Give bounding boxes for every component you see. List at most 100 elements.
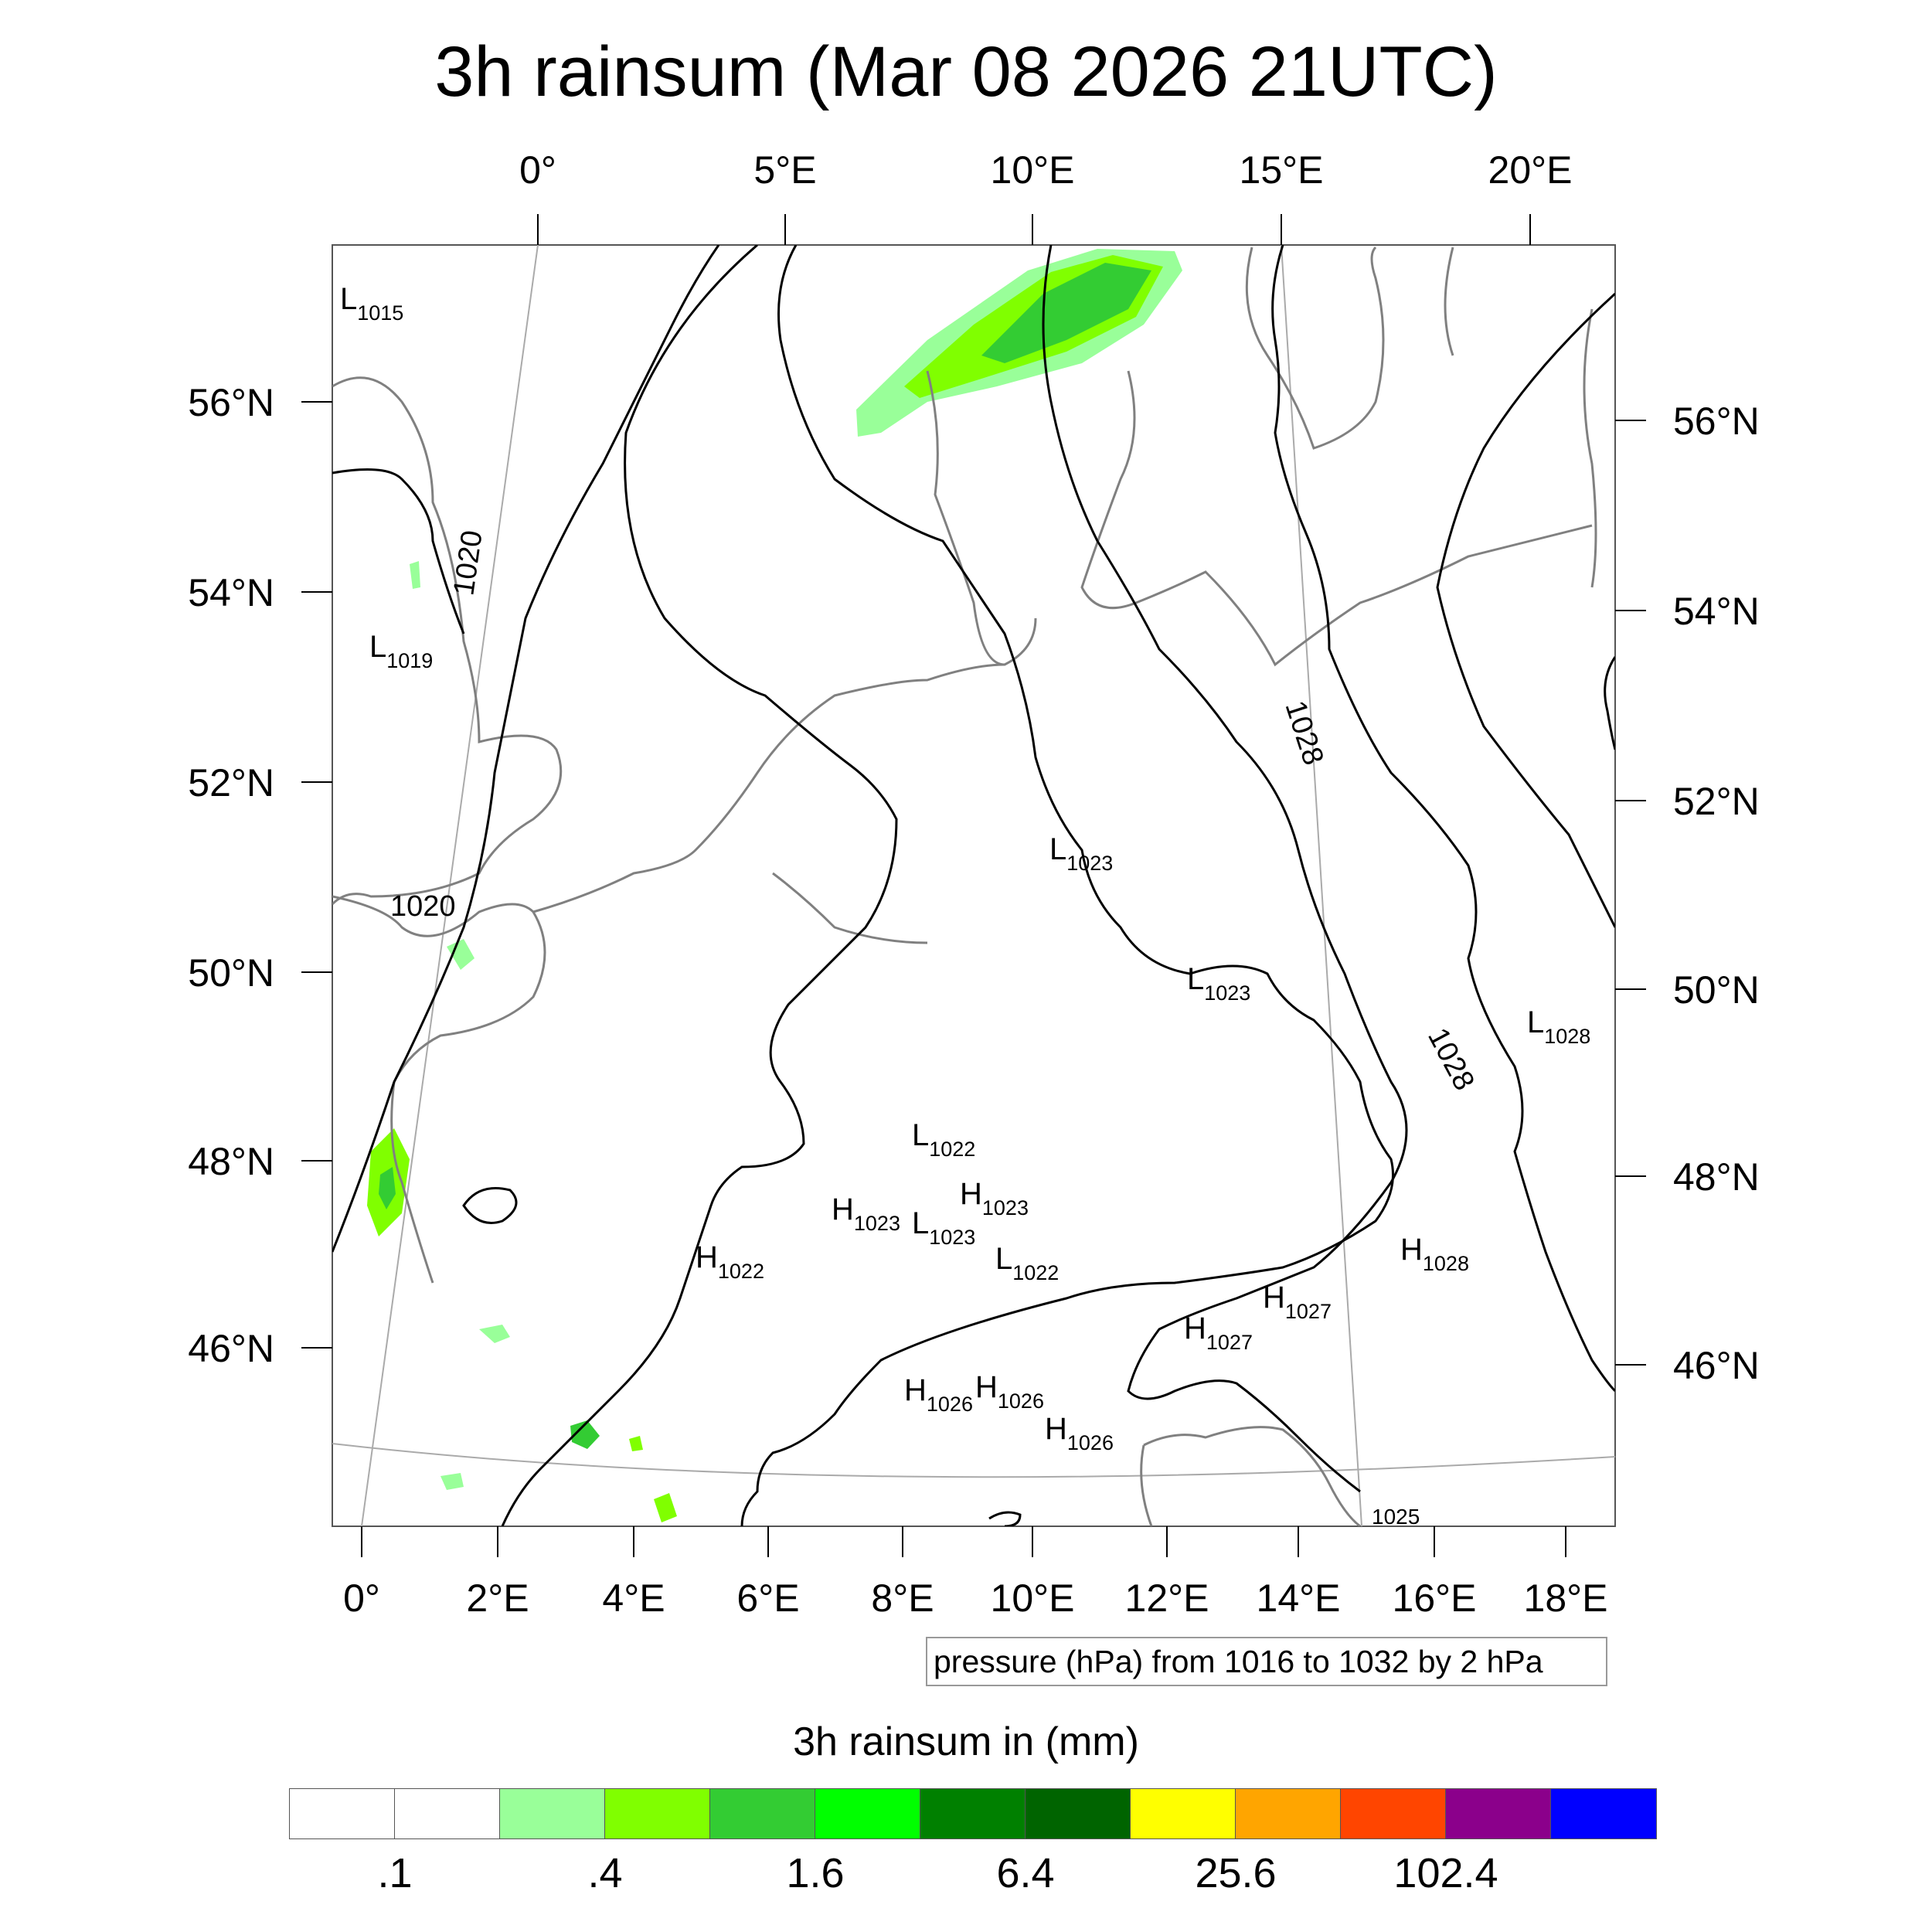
rain-area-channel <box>447 939 474 970</box>
colorbar-label: 25.6 <box>1195 1850 1277 1896</box>
top-lon-label: 10°E <box>991 148 1075 192</box>
rain-area-northsea-core <box>981 263 1151 363</box>
pressure-center-value: 1023 <box>929 1226 975 1249</box>
pressure-center-label: H1023 <box>960 1177 1029 1219</box>
pressure-center-type: L <box>912 1118 929 1152</box>
pressure-center-value: 1022 <box>1012 1261 1059 1284</box>
colorbar-cell <box>605 1789 710 1838</box>
pressure-center-type: L <box>340 282 357 316</box>
pressure-center-label: H1023 <box>832 1192 900 1235</box>
pressure-center-value: 1023 <box>982 1196 1029 1219</box>
bottom-lon-label: 12°E <box>1125 1577 1209 1620</box>
pressure-center-type: H <box>1400 1233 1423 1267</box>
bottom-lon-label: 14°E <box>1257 1577 1341 1620</box>
map-frame <box>332 244 1616 1527</box>
pressure-center-value: 1026 <box>1067 1431 1114 1454</box>
colorbar-label: 102.4 <box>1393 1850 1498 1896</box>
colorbar-cell <box>1131 1789 1236 1838</box>
pressure-center-value: 1028 <box>1544 1025 1590 1048</box>
top-lon-label: 5°E <box>753 148 816 192</box>
pressure-center-value: 1019 <box>386 649 433 672</box>
left-lat-label: 52°N <box>188 761 274 804</box>
pressure-center-label: L1019 <box>369 630 433 672</box>
pressure-center-value: 1027 <box>1206 1331 1253 1354</box>
rain-area-scot <box>410 561 420 589</box>
pressure-center-value: 1023 <box>1204 981 1250 1005</box>
isobar-label: 1020 <box>390 890 456 923</box>
precipitation-field <box>367 249 1182 1522</box>
right-lat-label: 54°N <box>1673 590 1760 633</box>
right-lat-label: 46°N <box>1673 1344 1760 1387</box>
pressure-center-label: H1027 <box>1263 1281 1332 1323</box>
pressure-center-type: H <box>832 1192 854 1226</box>
pressure-center-label: H1028 <box>1400 1233 1469 1275</box>
pressure-center-type: H <box>1184 1311 1206 1345</box>
top-lon-label: 0° <box>519 148 556 192</box>
rain-area-medit-2 <box>654 1493 677 1522</box>
colorbar-cell <box>1551 1789 1656 1838</box>
colorbar-cell <box>815 1789 920 1838</box>
pressure-center-type: L <box>369 630 386 664</box>
right-lat-label: 48°N <box>1673 1155 1760 1199</box>
bottom-lon-label: 4°E <box>602 1577 665 1620</box>
pressure-center-label: L1023 <box>1187 962 1250 1005</box>
rain-area-medit-1 <box>570 1420 600 1449</box>
left-lat-label: 50°N <box>188 951 274 995</box>
rain-area-medit-4 <box>440 1473 464 1490</box>
map-title: 3h rainsum (Mar 08 2026 21UTC) <box>434 32 1498 111</box>
pressure-center-type: L <box>1527 1005 1544 1039</box>
top-lon-label: 20°E <box>1488 148 1573 192</box>
colorbar-cell <box>1446 1789 1551 1838</box>
pressure-center-type: L <box>995 1242 1012 1276</box>
pressure-center-value: 1023 <box>854 1212 900 1235</box>
pressure-center-label: H1022 <box>696 1240 764 1283</box>
colorbar-label: .1 <box>377 1850 413 1896</box>
bottom-lon-label: 8°E <box>871 1577 934 1620</box>
colorbar-cell <box>395 1789 500 1838</box>
pressure-center-label: H1026 <box>975 1370 1044 1413</box>
pressure-center-value: 1022 <box>929 1138 975 1161</box>
left-lat-label: 48°N <box>188 1140 274 1183</box>
isobar-label: 1025 <box>1372 1505 1420 1529</box>
pressure-center-label: L1028 <box>1527 1005 1590 1048</box>
pressure-center-value: 1026 <box>927 1393 973 1416</box>
pressure-center-value: 1027 <box>1285 1300 1332 1323</box>
pressure-center-type: H <box>696 1240 718 1274</box>
bottom-lon-label: 16°E <box>1393 1577 1477 1620</box>
colorbar-label: .4 <box>587 1850 623 1896</box>
pressure-center-label: L1022 <box>912 1118 975 1161</box>
pressure-center-type: L <box>1187 962 1204 996</box>
isobars <box>332 245 1615 1526</box>
right-lat-label: 50°N <box>1673 968 1760 1012</box>
colorbar-cell <box>1026 1789 1131 1838</box>
right-lat-label: 56°N <box>1673 400 1760 443</box>
bottom-lon-label: 10°E <box>991 1577 1075 1620</box>
tick-marks <box>301 214 1646 1557</box>
colorbar-cell <box>920 1789 1026 1838</box>
pressure-center-label: H1026 <box>904 1373 973 1416</box>
colorbar-cell <box>710 1789 815 1838</box>
colorbar-cell <box>1341 1789 1446 1838</box>
pressure-center-value: 1022 <box>718 1260 764 1283</box>
bottom-lon-label: 6°E <box>736 1577 799 1620</box>
pressure-center-type: H <box>1263 1281 1285 1315</box>
pressure-center-type: H <box>960 1177 982 1211</box>
top-lon-label: 15°E <box>1240 148 1324 192</box>
colorbar-cell <box>290 1789 395 1838</box>
pressure-center-label: H1027 <box>1184 1311 1253 1354</box>
bottom-lon-label: 0° <box>343 1577 380 1620</box>
pressure-center-label: L1022 <box>995 1242 1059 1284</box>
rain-area-medit-3 <box>479 1325 510 1343</box>
rain-area-france-2 <box>379 1167 396 1209</box>
contour-legend: pressure (hPa) from 1016 to 1032 by 2 hP… <box>926 1637 1607 1686</box>
colorbar-label: 1.6 <box>786 1850 845 1896</box>
bottom-lon-label: 2°E <box>466 1577 529 1620</box>
rain-area-medit-5 <box>629 1436 643 1451</box>
pressure-center-value: 1028 <box>1423 1252 1469 1275</box>
pressure-center-label: H1026 <box>1045 1412 1114 1454</box>
colorbar <box>289 1788 1657 1839</box>
pressure-center-value: 1015 <box>357 301 403 325</box>
pressure-center-value: 1023 <box>1066 852 1113 875</box>
colorbar-title: 3h rainsum in (mm) <box>793 1719 1139 1764</box>
